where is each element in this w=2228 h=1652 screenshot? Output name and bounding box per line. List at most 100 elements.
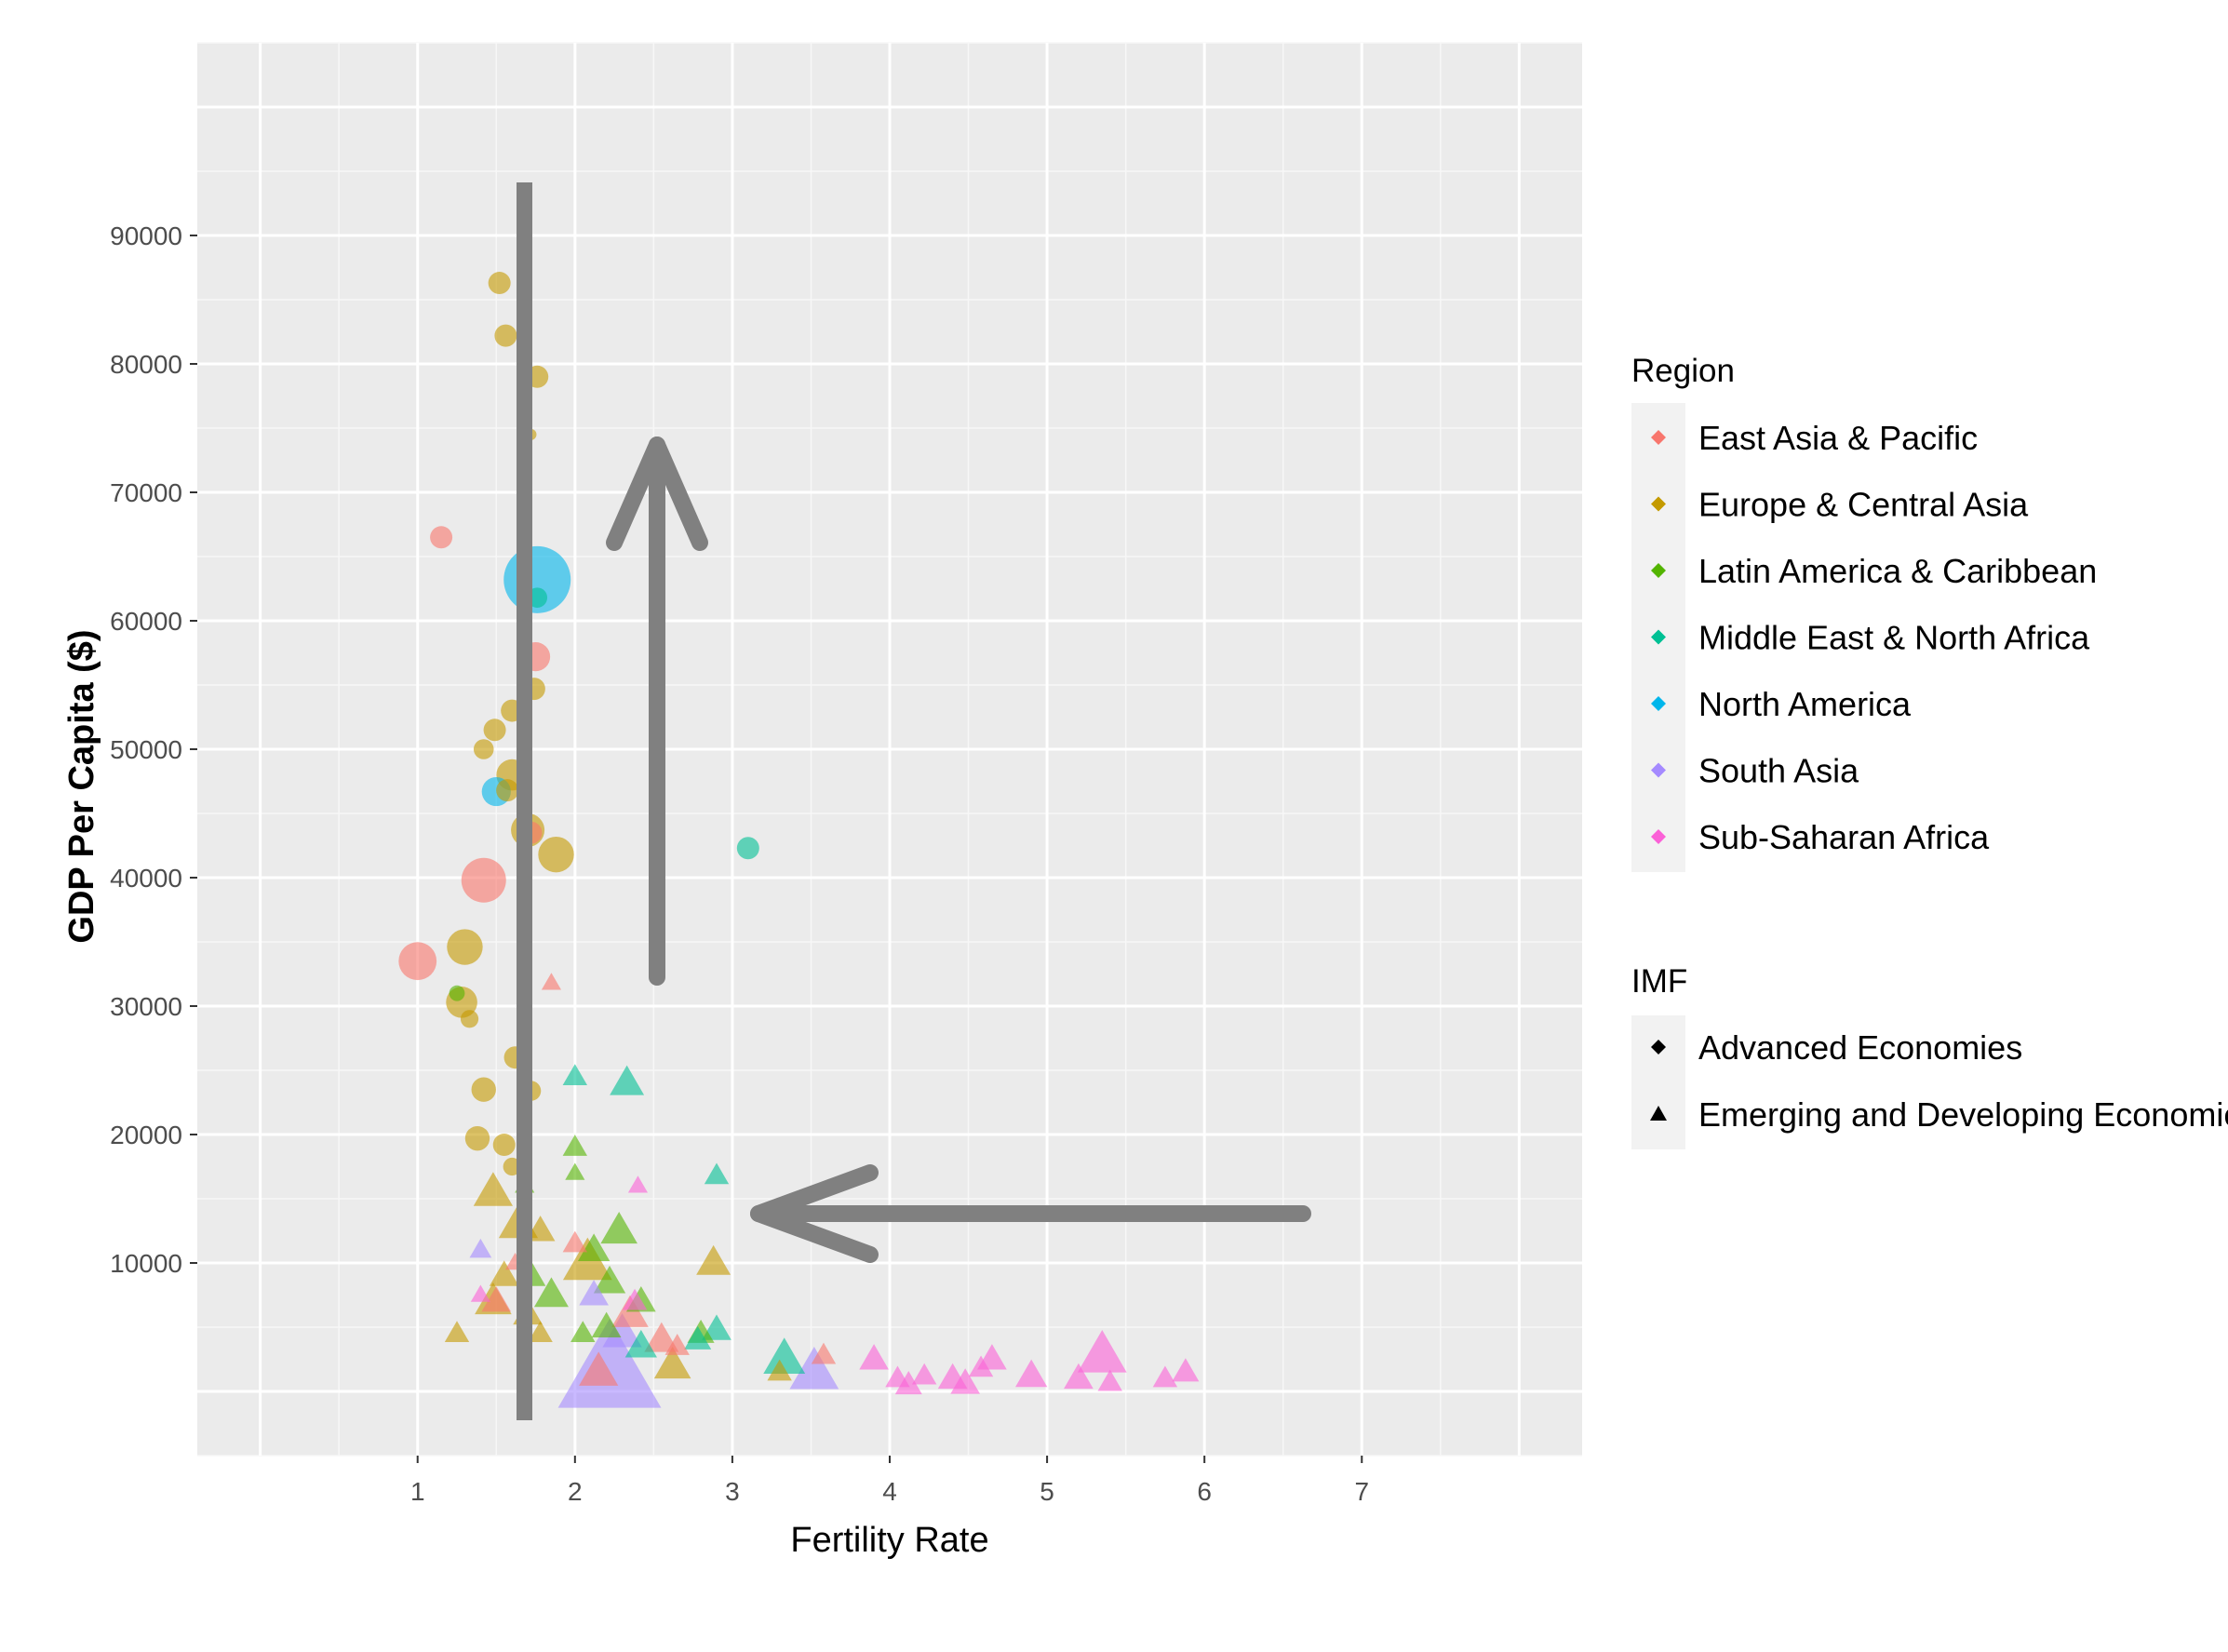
legend-region-key	[1651, 829, 1666, 844]
data-point	[470, 1284, 490, 1302]
data-point	[704, 1162, 730, 1185]
data-point	[912, 1363, 937, 1385]
y-tick-label: 70000	[110, 478, 182, 507]
legend-imf-key-background	[1631, 1015, 1685, 1149]
data-point	[579, 1280, 609, 1306]
data-point	[1097, 1369, 1122, 1391]
data-point	[538, 836, 574, 873]
legend: Region East Asia & Pacific Europe & Centr…	[1631, 353, 2228, 1149]
legend-region-key	[1651, 430, 1666, 445]
x-tick-label: 5	[1040, 1477, 1054, 1506]
data-point	[562, 1135, 588, 1156]
data-point	[885, 1365, 910, 1388]
data-point	[950, 1368, 981, 1394]
legend-imf-label: Advanced Economies	[1698, 1028, 2022, 1067]
data-point	[570, 1321, 596, 1343]
annotation-layer	[517, 182, 1311, 1420]
data-point	[579, 1351, 619, 1386]
legend-region-label: Europe & Central Asia	[1698, 486, 2029, 524]
legend-imf-key	[1650, 1106, 1667, 1121]
data-point	[489, 1260, 519, 1286]
data-point	[481, 1285, 512, 1312]
y-tick-label: 30000	[110, 992, 182, 1021]
legend-imf-title: IMF	[1631, 963, 1687, 1000]
data-point	[702, 1314, 731, 1340]
data-point	[444, 1321, 470, 1343]
data-point	[430, 526, 453, 549]
data-point	[602, 1313, 642, 1348]
data-point	[565, 1162, 585, 1180]
data-point	[1015, 1359, 1048, 1388]
data-point	[622, 1288, 648, 1310]
vertical-reference-line	[517, 182, 532, 1420]
data-point	[789, 1346, 839, 1390]
x-tick-label: 4	[882, 1477, 897, 1506]
data-point	[1172, 1358, 1200, 1382]
data-point	[627, 1175, 649, 1193]
data-point	[562, 1064, 588, 1086]
data-point	[398, 942, 437, 981]
x-tick-label: 6	[1197, 1477, 1212, 1506]
legend-region-label: North America	[1698, 685, 1912, 723]
y-axis-title: GDP Per Capita ($)	[62, 629, 101, 943]
data-point	[473, 739, 494, 759]
data-point	[968, 1355, 994, 1377]
legend-region-key	[1651, 563, 1666, 578]
x-tick-label: 7	[1354, 1477, 1369, 1506]
data-point	[541, 973, 562, 990]
legend-region-key	[1651, 496, 1666, 512]
data-point	[1152, 1365, 1178, 1388]
data-point	[1077, 1330, 1127, 1373]
legend-region-label: Sub-Saharan Africa	[1698, 818, 1990, 856]
data-point	[525, 1215, 556, 1242]
data-point	[811, 1342, 837, 1364]
y-axis-ticks: 10000 20000 30000 40000 50000 60000 70000 80000…	[110, 222, 197, 1278]
data-point	[763, 1337, 806, 1375]
data-point	[471, 1077, 496, 1102]
legend-region-key	[1651, 762, 1666, 778]
legend-region-items: East Asia & Pacific Europe & Central Asia…	[1651, 419, 2097, 856]
data-point	[767, 1359, 792, 1381]
x-tick-label: 2	[568, 1477, 583, 1506]
data-point	[483, 719, 506, 742]
legend-region-label: Latin America & Caribbean	[1698, 552, 2097, 590]
legend-imf-key	[1651, 1040, 1666, 1054]
data-point	[696, 1244, 731, 1275]
data-point	[644, 1322, 679, 1352]
data-point	[736, 837, 759, 860]
data-point	[464, 1125, 490, 1151]
data-point	[503, 1157, 521, 1176]
y-tick-label: 10000	[110, 1249, 182, 1278]
data-point	[653, 1346, 691, 1379]
data-point	[492, 1134, 516, 1157]
left-arrow	[750, 1164, 1311, 1263]
data-point	[610, 1065, 645, 1095]
legend-region-label: South Asia	[1698, 752, 1859, 790]
y-tick-label: 20000	[110, 1121, 182, 1149]
data-point	[577, 1233, 611, 1262]
up-arrow	[606, 437, 708, 986]
y-tick-label: 80000	[110, 350, 182, 379]
data-point	[494, 324, 517, 347]
legend-imf-items: Advanced Economies Emerging and Developin…	[1650, 1028, 2228, 1134]
y-tick-label: 60000	[110, 607, 182, 636]
legend-region-label: East Asia & Pacific	[1698, 419, 1978, 457]
data-point	[859, 1344, 889, 1370]
data-point	[600, 1211, 638, 1244]
data-point	[496, 779, 519, 802]
x-axis-ticks: 1 2 3 4 5 6 7	[410, 1456, 1369, 1506]
data-point	[469, 1238, 492, 1258]
data-point	[591, 1311, 622, 1337]
data-point	[562, 1230, 588, 1253]
x-tick-label: 3	[725, 1477, 740, 1506]
data-point	[533, 1277, 569, 1308]
data-point	[894, 1371, 922, 1395]
legend-region-label: Middle East & North Africa	[1698, 619, 2090, 657]
data-point	[624, 1329, 657, 1358]
data-point	[684, 1325, 712, 1350]
data-point	[664, 1334, 690, 1355]
data-point	[447, 929, 483, 965]
y-tick-label: 40000	[110, 864, 182, 893]
data-point	[528, 1321, 553, 1343]
